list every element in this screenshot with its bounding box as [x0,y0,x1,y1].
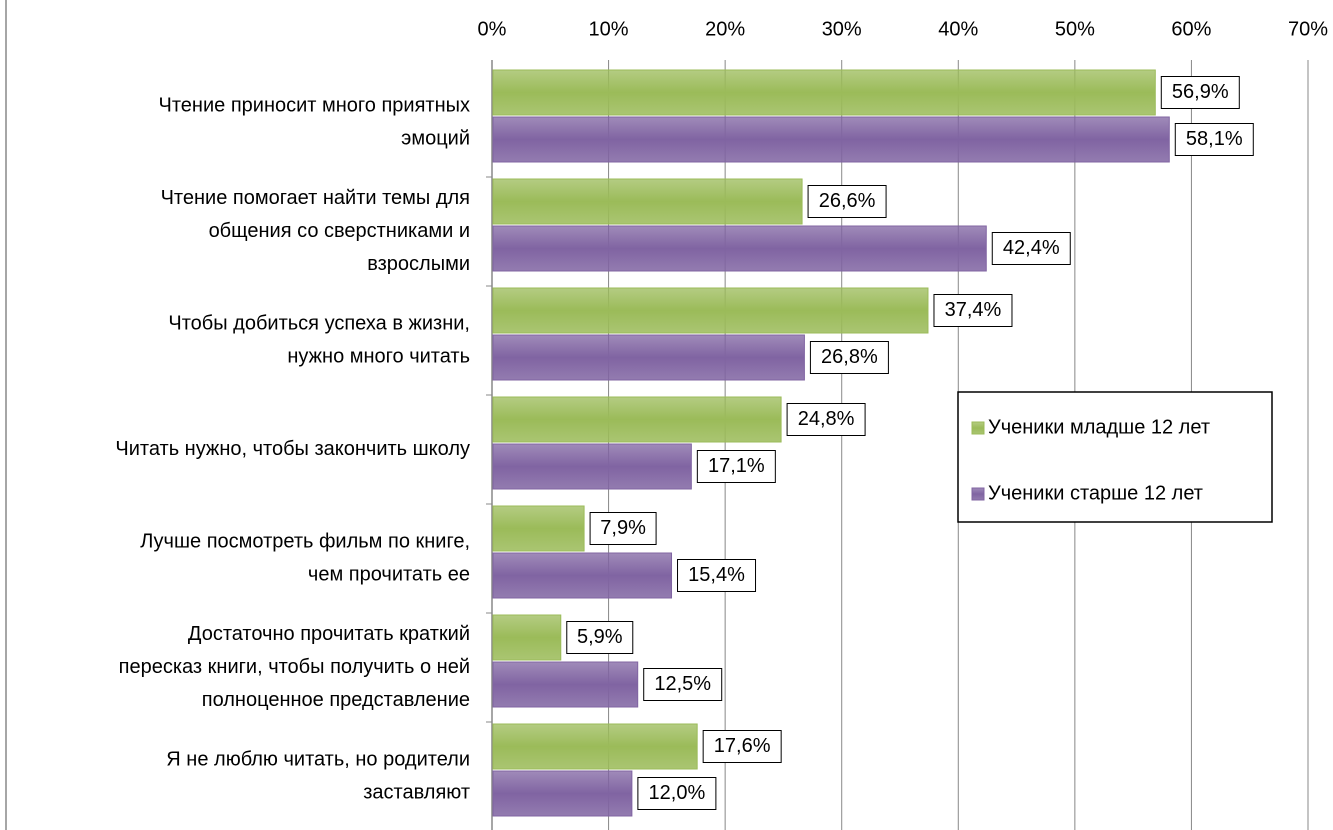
y-tick-label: Читать нужно, чтобы закончить школу [115,438,470,460]
data-label-box [637,777,717,810]
data-label-box [643,668,723,701]
data-label-box [589,512,657,545]
data-label: 5,9% [577,626,623,648]
data-label: 17,1% [708,455,765,477]
bar [492,661,639,708]
legend-marker [971,421,985,435]
legend-label: Ученики младше 12 лет [988,416,1210,438]
data-label-box [807,185,887,218]
data-label-box [1174,123,1254,156]
data-label-box [702,730,782,763]
data-label-box [566,621,634,654]
data-label: 17,6% [714,735,771,757]
x-tick-label: 70% [1288,18,1328,40]
legend-marker [971,487,985,501]
y-tick-label: взрослыми [367,253,470,275]
bar [492,287,929,334]
legend-label: Ученики старше 12 лет [988,482,1203,504]
bar [492,178,803,225]
data-label-box [991,232,1071,265]
x-tick-label: 20% [705,18,745,40]
data-label-box [786,403,866,436]
data-label-box [677,559,757,592]
data-label: 37,4% [945,299,1002,321]
y-tick-label: полноценное представление [202,689,470,711]
x-tick-label: 0% [478,18,507,40]
legend-box [957,391,1273,523]
bar [492,770,633,817]
y-tick-label: эмоций [401,127,470,149]
bar [492,69,1156,116]
x-tick-label: 50% [1055,18,1095,40]
data-label: 12,0% [649,782,706,804]
data-label: 42,4% [1003,237,1060,259]
x-tick-label: 30% [822,18,862,40]
y-tick-label: Лучше посмотреть фильм по книге, [140,530,470,552]
bar [492,334,805,381]
bar [492,614,562,661]
data-label: 24,8% [798,408,855,430]
data-label: 7,9% [600,517,646,539]
data-label-box [696,450,776,483]
y-tick-label: общения со сверстниками и [209,220,470,242]
data-label: 56,9% [1172,81,1229,103]
bar [492,443,692,490]
data-label: 26,6% [819,190,876,212]
y-tick-label: Я не люблю читать, но родители [166,748,470,770]
bar [492,225,987,272]
y-tick-label: заставляют [363,781,470,803]
x-tick-label: 60% [1171,18,1211,40]
data-label-box [809,341,889,374]
bar [492,396,782,443]
y-tick-label: Чтение помогает найти темы для [161,187,470,209]
data-label-box [1160,76,1240,109]
data-label: 26,8% [821,346,878,368]
data-label: 12,5% [654,673,711,695]
x-tick-label: 40% [938,18,978,40]
y-tick-label: пересказ книги, чтобы получить о ней [119,656,470,678]
y-tick-label: Чтение приносит много приятных [159,94,470,116]
bar [492,116,1170,163]
y-tick-label: Чтобы добиться успеха в жизни, [168,312,470,334]
data-label: 58,1% [1186,128,1243,150]
bar [492,723,698,770]
data-label-box [933,294,1013,327]
bar [492,505,585,552]
bar [492,552,673,599]
data-label: 15,4% [688,564,745,586]
y-tick-label: нужно много читать [287,345,470,367]
y-tick-label: чем прочитать ее [308,563,470,585]
x-tick-label: 10% [589,18,629,40]
y-tick-label: Достаточно прочитать краткий [188,623,470,645]
